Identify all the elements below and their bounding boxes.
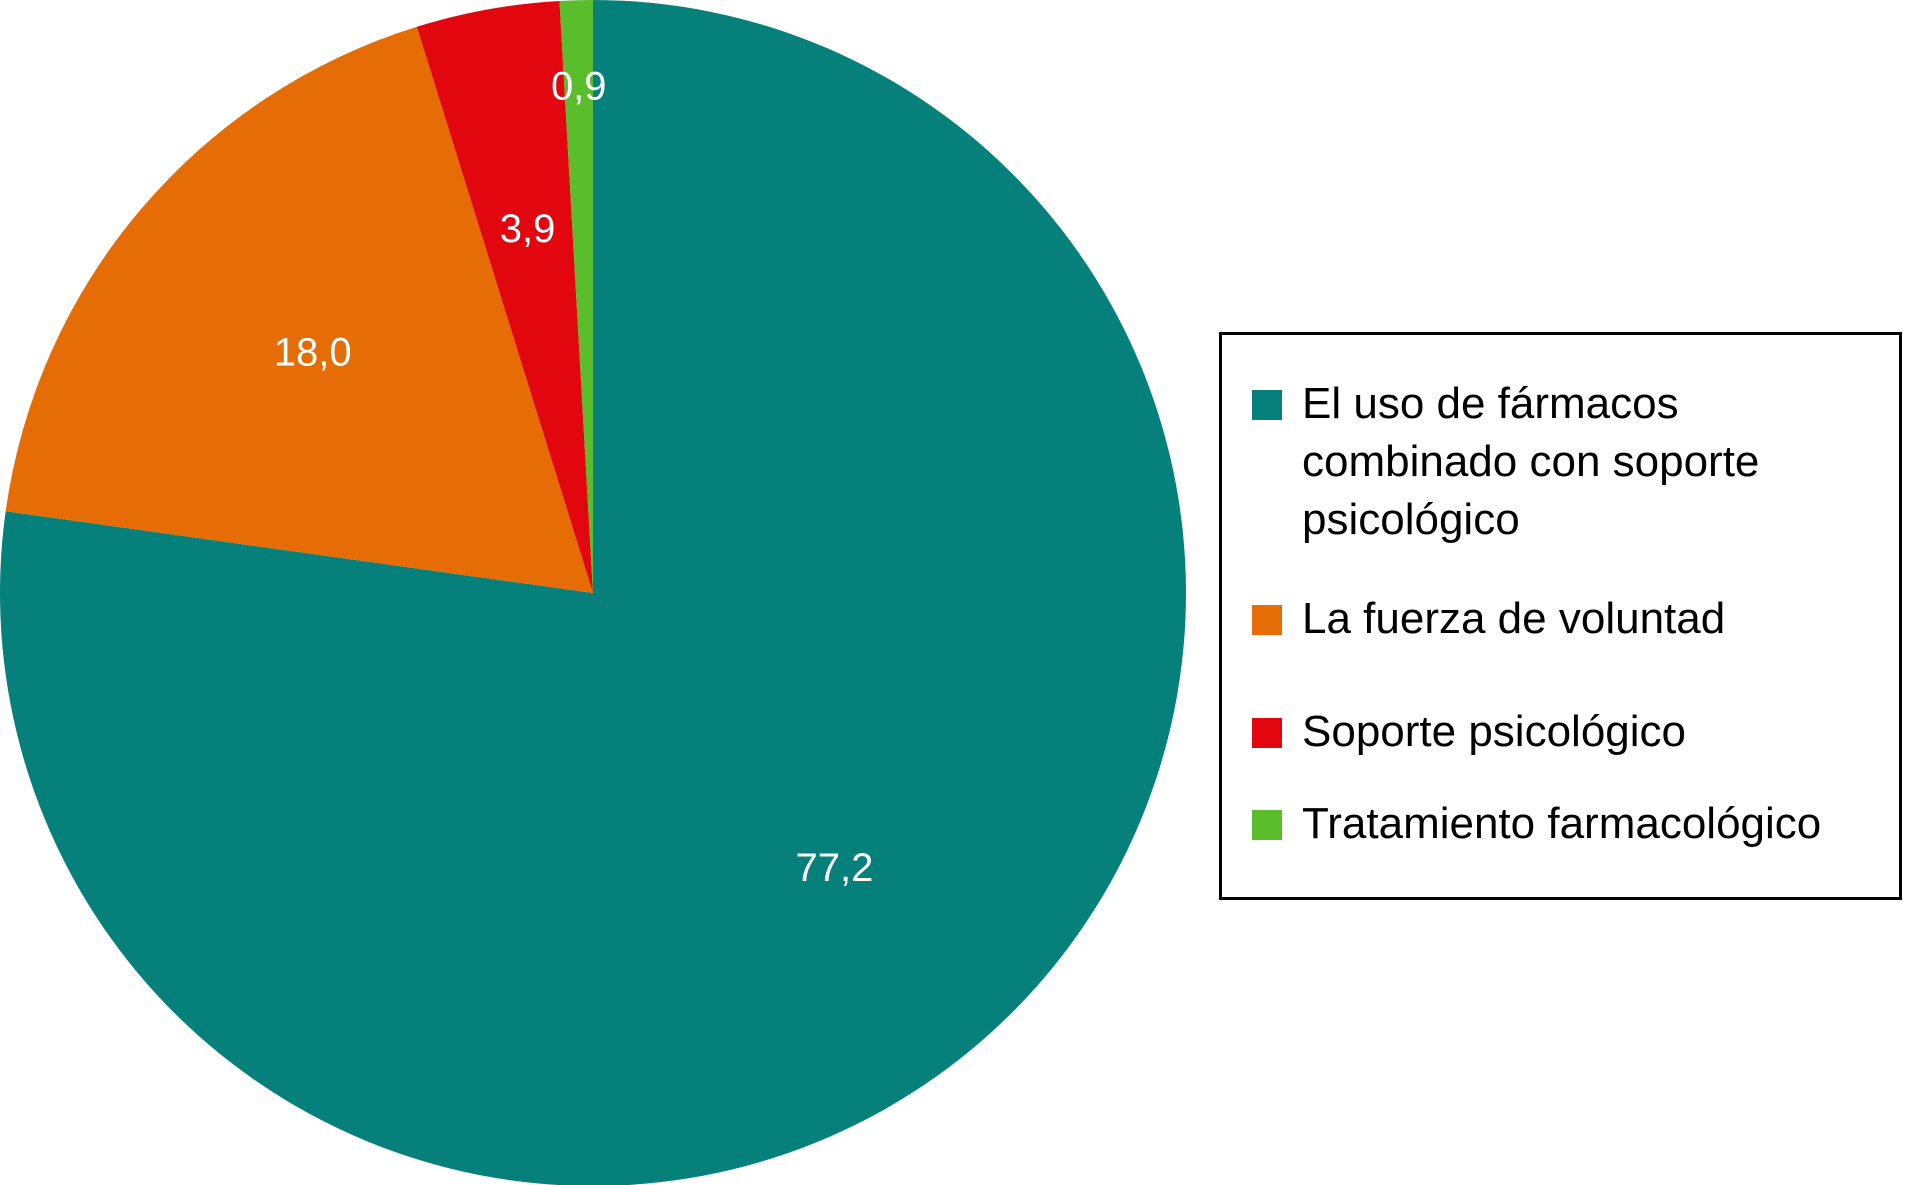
pie-label-soporte-psicologico: 3,9 <box>500 207 556 251</box>
legend-swatch-farmacos-soporte <box>1252 390 1282 420</box>
legend-label-tratamiento-farmacologico: Tratamiento farmacológico <box>1302 799 1822 848</box>
legend-label-fuerza-voluntad: La fuerza de voluntad <box>1302 594 1726 643</box>
pie-slice-labels: 77,2 18,0 3,9 0,9 <box>274 65 874 890</box>
pie-slice-tratamiento-farmacologico <box>559 0 593 593</box>
pie-slice-la-fuerza-de-voluntad <box>5 26 594 594</box>
pie-slice-el-uso-de-farmacos-combinado-con-soporte-psicologico <box>0 0 1186 1185</box>
pie-slice-soporte-psicologico <box>416 0 593 594</box>
legend-item-farmacos-soporte: El uso de fármacos combinado con soporte… <box>1252 375 1882 549</box>
pie-label-el-uso-de-farmacos-combinado-con-soporte-psicologico: 77,2 <box>795 846 873 890</box>
legend-swatch-tratamiento-farmacologico <box>1252 810 1282 840</box>
legend: El uso de fármacos combinado con soporte… <box>1219 332 1902 900</box>
legend-item-soporte-psicologico: Soporte psicológico <box>1252 703 1882 761</box>
pie-label-la-fuerza-de-voluntad: 18,0 <box>274 331 352 375</box>
pie-label-tratamiento-farmacologico: 0,9 <box>551 65 607 109</box>
legend-label-farmacos-soporte: El uso de fármacos combinado con soporte… <box>1302 379 1760 544</box>
legend-swatch-soporte-psicologico <box>1252 718 1282 748</box>
legend-swatch-fuerza-voluntad <box>1252 605 1282 635</box>
legend-item-fuerza-voluntad: La fuerza de voluntad <box>1252 590 1882 648</box>
pie-slices <box>0 0 1186 1185</box>
legend-label-soporte-psicologico: Soporte psicológico <box>1302 707 1687 756</box>
legend-item-tratamiento-farmacologico: Tratamiento farmacológico <box>1252 795 1882 853</box>
